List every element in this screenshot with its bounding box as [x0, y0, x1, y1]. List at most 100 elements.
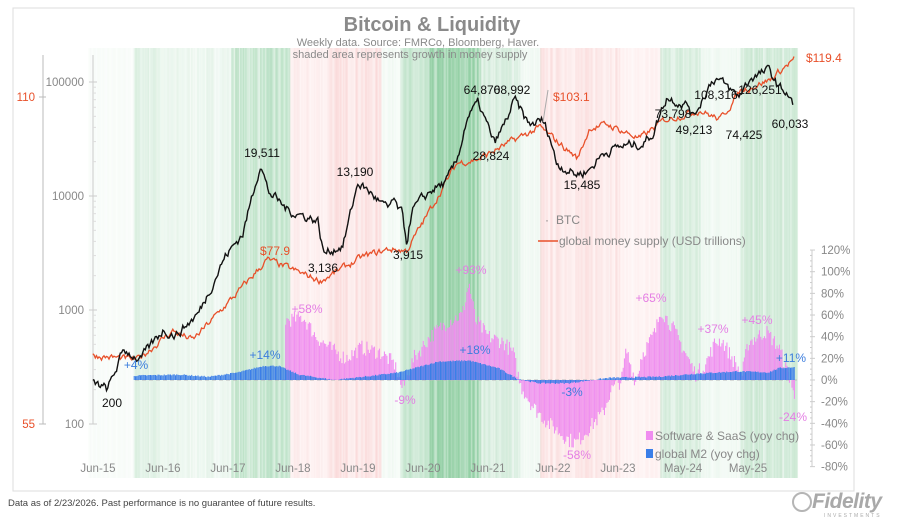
- software-bar: [643, 356, 645, 380]
- m2-yoy-bar: [348, 378, 350, 380]
- shade-stripe: [406, 48, 409, 478]
- software-bar: [351, 350, 353, 380]
- shade-stripe: [174, 48, 177, 478]
- software-bar: [450, 319, 452, 380]
- m2-yoy-bar: [393, 372, 395, 380]
- shade-stripe: [488, 48, 491, 478]
- software-bar: [297, 311, 299, 380]
- software-bar: [681, 352, 683, 380]
- software-bar: [363, 353, 365, 380]
- software-bar: [508, 341, 510, 380]
- shade-stripe: [670, 48, 672, 478]
- m2-yoy-bar: [411, 369, 413, 380]
- m2-yoy-bar: [420, 366, 422, 380]
- software-bar: [483, 325, 485, 380]
- shade-stripe: [311, 48, 313, 478]
- software-bar: [380, 359, 382, 380]
- m2-yoy-bar: [490, 366, 492, 380]
- m2-yoy-bar: [671, 375, 673, 380]
- m2-yoy-bar: [527, 380, 529, 381]
- software-bar: [383, 351, 385, 380]
- shade-stripe: [228, 48, 231, 478]
- shade-stripe: [578, 48, 581, 478]
- software-bar: [596, 380, 598, 426]
- software-bar: [391, 360, 393, 380]
- shade-stripe: [424, 48, 426, 478]
- m2-yoy-bar: [145, 375, 147, 380]
- m2-yoy-bar: [401, 371, 403, 380]
- m2-yoy-bar: [533, 380, 535, 383]
- shade-stripe: [434, 48, 437, 478]
- shade-stripe: [760, 48, 762, 478]
- shade-stripe: [500, 48, 502, 478]
- shade-stripe: [705, 48, 708, 478]
- m2-yoy-bar: [717, 372, 719, 380]
- software-bar: [607, 380, 609, 402]
- m2-yoy-bar: [172, 374, 174, 380]
- software-bar: [645, 355, 647, 380]
- software-bar: [350, 360, 352, 380]
- x-axis-tick-label: Jun-16: [145, 463, 180, 475]
- software-bar: [651, 335, 653, 380]
- shade-stripe: [651, 48, 653, 478]
- m2-yoy-bar: [610, 377, 612, 380]
- m2-yoy-bar: [158, 374, 160, 380]
- m2-yoy-annotation: +18%: [459, 343, 490, 357]
- shade-stripe: [493, 48, 496, 478]
- shade-stripe: [289, 48, 292, 478]
- software-bar: [706, 358, 708, 380]
- m2-yoy-bar: [508, 374, 510, 380]
- m2-yoy-bar: [598, 378, 600, 380]
- shade-stripe: [292, 48, 294, 478]
- shade-stripe: [654, 48, 657, 478]
- shade-stripe: [275, 48, 277, 478]
- m2-yoy-bar: [246, 369, 248, 380]
- m2-yoy-bar: [638, 376, 640, 380]
- btc-axis-tick-label: 1000: [58, 305, 84, 317]
- shade-stripe: [516, 48, 519, 478]
- m2-yoy-bar: [743, 371, 745, 380]
- m2-yoy-bar: [482, 364, 484, 380]
- shade-stripe: [720, 48, 723, 478]
- shade-stripe: [715, 48, 718, 478]
- shade-stripe: [399, 48, 402, 478]
- m2-yoy-bar: [635, 376, 637, 380]
- btc-annotation: 3,915: [393, 248, 423, 262]
- software-bar: [342, 351, 344, 380]
- m2-yoy-bar: [443, 361, 445, 380]
- shade-stripe: [572, 48, 575, 478]
- m2-yoy-bar: [277, 366, 279, 380]
- m2-yoy-bar: [373, 375, 375, 380]
- software-bar: [581, 380, 583, 441]
- shade-stripe: [788, 48, 791, 478]
- shade-stripe: [496, 48, 499, 478]
- software-bar: [763, 336, 765, 380]
- software-bar: [482, 323, 484, 380]
- software-bar: [776, 345, 778, 380]
- shade-stripe: [652, 48, 655, 478]
- software-bar: [318, 345, 320, 380]
- btc-annotation: 74,425: [726, 128, 763, 142]
- m2-yoy-bar: [768, 372, 770, 380]
- m2-yoy-bar: [561, 380, 563, 384]
- software-bar: [346, 354, 348, 380]
- shade-stripe: [745, 48, 747, 478]
- shade-stripe: [704, 48, 706, 478]
- shade-stripe: [303, 48, 306, 478]
- m2-yoy-bar: [695, 374, 697, 380]
- m2-yoy-bar: [581, 380, 583, 381]
- m2-yoy-bar: [267, 366, 269, 380]
- shade-stripe: [706, 48, 709, 478]
- m2-yoy-bar: [202, 376, 204, 380]
- shade-stripe: [218, 48, 221, 478]
- m2-yoy-bar: [585, 380, 587, 381]
- m2-yoy-bar: [442, 361, 444, 380]
- m2-yoy-bar: [312, 376, 314, 380]
- software-annotation: -58%: [563, 448, 591, 462]
- m2-yoy-bar: [166, 375, 168, 380]
- software-bar: [308, 322, 310, 380]
- software-bar: [777, 348, 779, 380]
- m2-yoy-bar: [546, 380, 548, 384]
- m2-yoy-bar: [156, 375, 158, 380]
- shade-stripe: [345, 48, 347, 478]
